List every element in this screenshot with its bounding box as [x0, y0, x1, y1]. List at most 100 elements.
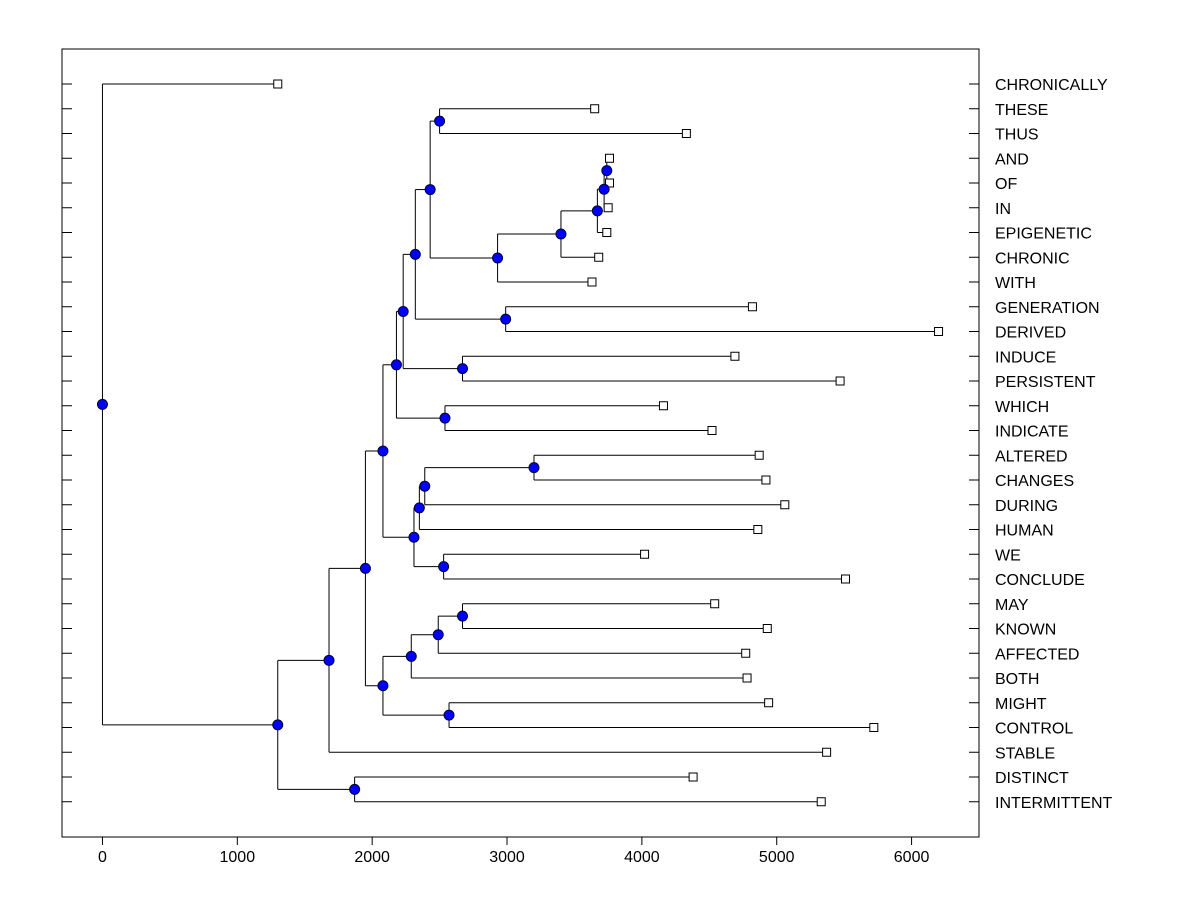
merge-node — [457, 610, 469, 622]
leaf-label: INDICATE — [995, 424, 1068, 441]
leaf-label: INTERMITTENT — [995, 795, 1113, 812]
leaf-marker — [761, 475, 771, 485]
leaf-label: CHRONICALLY — [995, 77, 1108, 94]
leaf-label: DISTINCT — [995, 770, 1069, 787]
leaf-marker — [710, 599, 720, 609]
merge-node — [377, 445, 389, 457]
leaf-labels: CHRONICALLY THESE THUS AND OF IN EPIGENETIC CHR… — [995, 77, 1113, 812]
leaf-marker — [741, 648, 751, 658]
leaf-label: THUS — [995, 127, 1039, 144]
merge-node — [96, 398, 108, 410]
merge-node — [397, 305, 409, 317]
leaf-marker — [753, 525, 763, 534]
leaf-marker — [602, 228, 612, 237]
leaf-label: MIGHT — [995, 696, 1047, 713]
leaf-marker — [603, 203, 613, 213]
leaf-marker — [816, 797, 826, 807]
leaf-label: STABLE — [995, 745, 1055, 762]
leaf-marker — [594, 252, 604, 262]
leaf-marker — [747, 302, 757, 312]
leaf-marker — [762, 624, 772, 633]
leaf-label: HUMAN — [995, 523, 1054, 540]
leaf-marker — [658, 401, 668, 411]
leaf-label: IN — [995, 201, 1011, 218]
leaf-label: BOTH — [995, 671, 1039, 688]
leaf-markers — [273, 79, 944, 807]
leaf-marker — [587, 277, 597, 287]
leaf-label: AND — [995, 151, 1029, 168]
merge-node — [443, 709, 455, 721]
leaf-label: AFFECTED — [995, 646, 1079, 663]
merge-node — [419, 480, 431, 492]
merge-node — [413, 502, 425, 514]
merge-node — [438, 561, 450, 573]
merge-node — [434, 115, 446, 127]
merge-node — [409, 248, 421, 260]
leaf-marker — [742, 673, 752, 683]
merge-node — [272, 719, 284, 731]
merge-node — [492, 252, 504, 264]
leaf-marker — [840, 574, 850, 584]
merge-node — [601, 165, 613, 177]
leaf-label: WHICH — [995, 399, 1049, 416]
leaf-label: DURING — [995, 498, 1058, 515]
merge-node — [457, 363, 469, 375]
leaf-marker — [835, 376, 845, 386]
leaf-label: WITH — [995, 275, 1036, 292]
merge-node — [349, 783, 361, 795]
merge-node — [408, 531, 420, 543]
x-tick-label: 5000 — [759, 849, 795, 866]
leaf-label: THESE — [995, 102, 1048, 119]
leaf-label: INDUCE — [995, 349, 1056, 366]
leaf-label: MAY — [995, 597, 1029, 614]
merge-node — [500, 313, 512, 325]
leaf-marker — [688, 772, 698, 782]
leaf-label: CHANGES — [995, 473, 1074, 490]
leaf-label: ALTERED — [995, 448, 1068, 465]
leaf-label: KNOWN — [995, 622, 1056, 639]
leaf-label: PERSISTENT — [995, 374, 1096, 391]
merge-node — [528, 462, 540, 474]
merge-node — [359, 562, 371, 574]
leaf-marker — [273, 79, 283, 89]
leaf-marker — [605, 153, 615, 163]
leaf-marker — [754, 450, 764, 460]
merge-node — [432, 629, 444, 641]
merge-node — [591, 205, 603, 217]
merge-node — [555, 228, 567, 240]
leaf-label: DERIVED — [995, 325, 1066, 342]
leaf-marker — [681, 129, 691, 138]
leaf-marker — [730, 351, 740, 361]
leaf-marker — [707, 426, 717, 435]
merge-node — [323, 654, 335, 666]
x-tick-label: 4000 — [624, 849, 660, 866]
x-tick-label: 1000 — [220, 849, 256, 866]
merge-node — [377, 680, 389, 692]
plot-frame — [61, 48, 980, 838]
leaf-label: CHRONIC — [995, 250, 1070, 267]
x-tick-label: 3000 — [489, 849, 525, 866]
leaf-marker — [934, 327, 944, 336]
merge-node — [405, 650, 417, 662]
leaf-marker — [590, 104, 600, 114]
leaf-marker — [764, 698, 774, 708]
leaf-marker — [869, 723, 879, 732]
leaf-marker — [822, 747, 832, 757]
merge-node — [424, 184, 436, 196]
leaf-label: OF — [995, 176, 1017, 193]
merge-node — [390, 359, 402, 371]
leaf-label: WE — [995, 547, 1021, 564]
leaf-marker — [605, 178, 615, 188]
leaf-label: GENERATION — [995, 300, 1100, 317]
merge-nodes — [96, 115, 613, 795]
leaf-label: CONCLUDE — [995, 572, 1085, 589]
x-tick-label: 0 — [98, 849, 107, 866]
axis-ticks: 0 1000 2000 3000 4000 5000 6000 — [62, 83, 979, 866]
merge-node — [439, 412, 451, 424]
leaf-label: CONTROL — [995, 721, 1073, 738]
x-tick-label: 2000 — [354, 849, 390, 866]
x-tick-label: 6000 — [894, 849, 930, 866]
leaf-label: EPIGENETIC — [995, 226, 1092, 243]
